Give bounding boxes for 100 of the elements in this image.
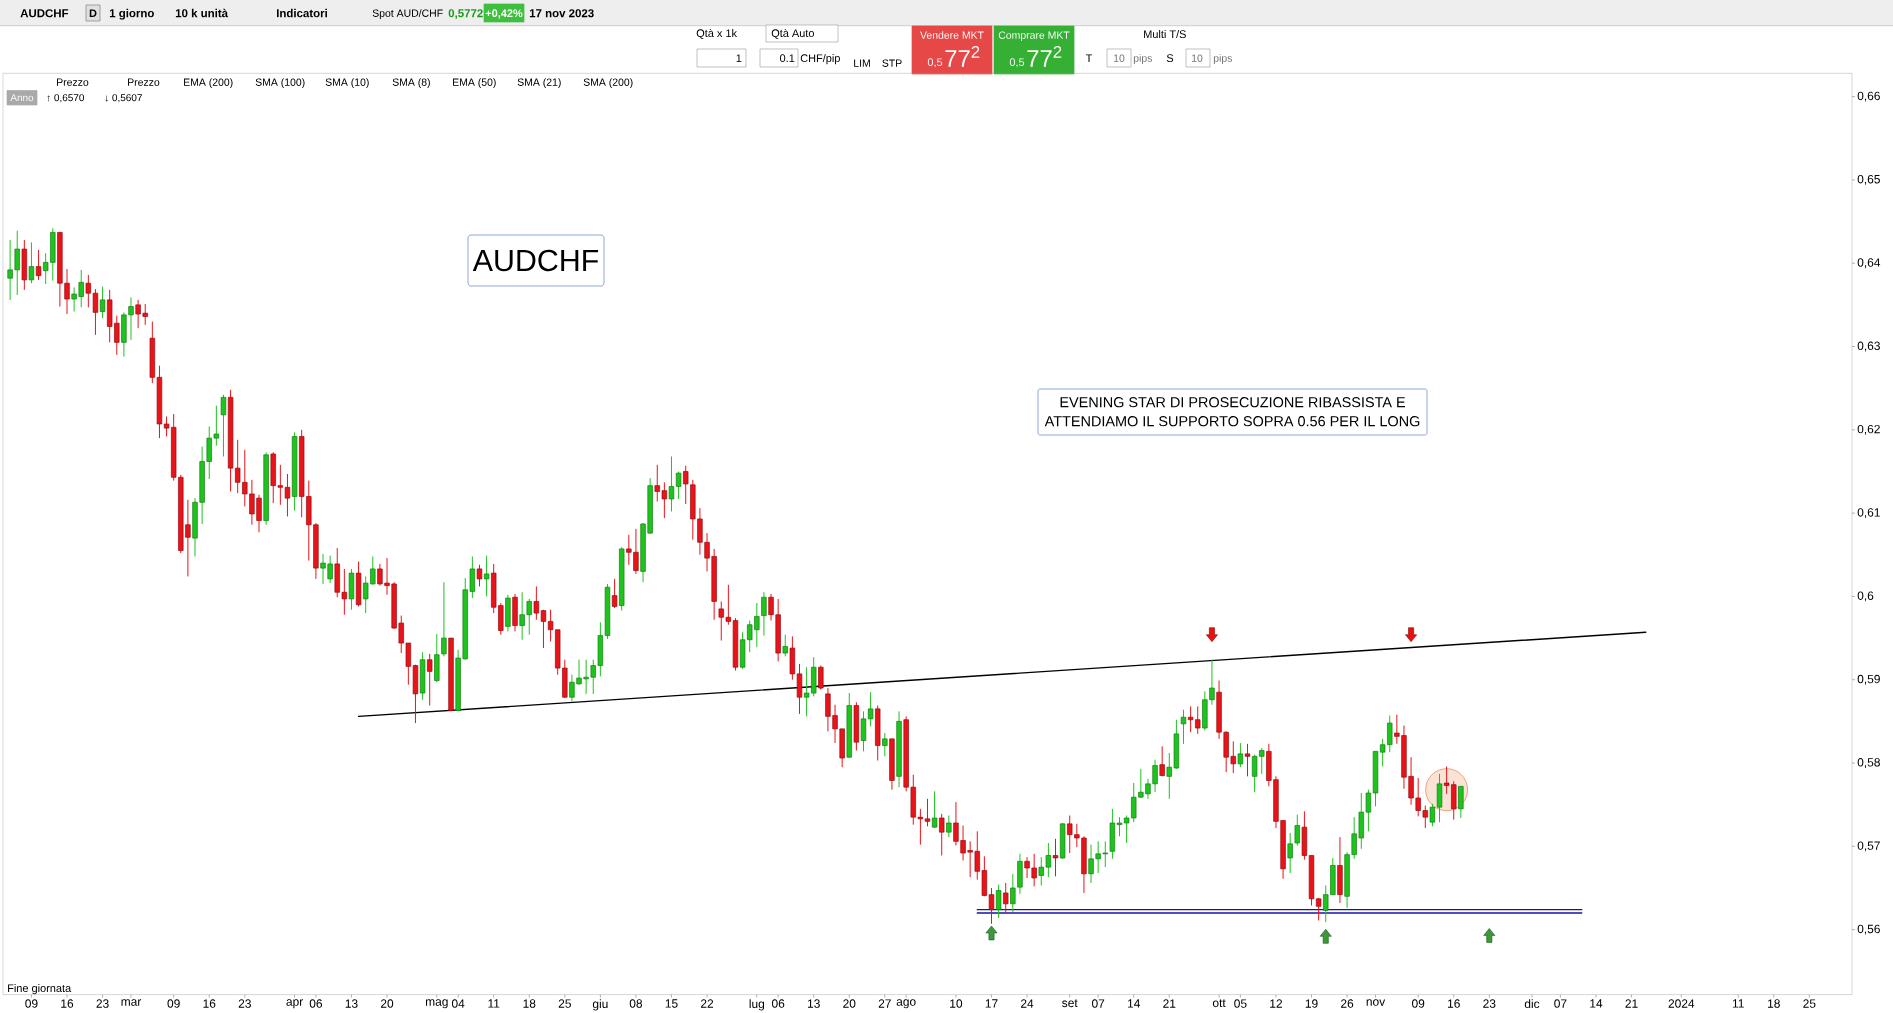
point	[1319, 928, 1332, 944]
x-tick-label: 14	[1590, 999, 1603, 1008]
y-tick-label: 0,56	[1857, 924, 1880, 935]
candlestick	[1436, 773, 1443, 823]
x-tick-label: 18	[523, 999, 536, 1008]
x-tick-label: 18	[1768, 999, 1780, 1008]
x-tick-label: 22	[700, 999, 714, 1008]
text: 77$^{2}$	[945, 45, 980, 67]
candlestick	[483, 555, 490, 597]
candlestick	[611, 578, 618, 609]
x-tick-label: ago	[896, 999, 916, 1009]
text: 10 k unità	[175, 8, 229, 18]
text: pips	[1213, 54, 1233, 64]
x-tick-label: 11	[1732, 999, 1744, 1008]
x-tick-label: 09	[25, 999, 38, 1008]
annotation: SMA (8)	[392, 78, 430, 88]
x-tick-label: set	[1062, 999, 1078, 1008]
y-tick-label: 0,58	[1857, 758, 1880, 768]
y-tick-label: 0,64	[1857, 258, 1881, 269]
x-tick-label: 26	[1341, 999, 1354, 1008]
candlestick	[867, 691, 874, 727]
text: Qtà Auto	[771, 28, 814, 40]
candlestick	[1429, 803, 1436, 827]
text: +0,42%	[485, 9, 523, 19]
text: 0,5	[1009, 58, 1025, 68]
annotation: ↑ 0,6570	[47, 94, 85, 103]
x-tick-label: 07	[1554, 999, 1567, 1008]
x-tick-label: 15	[665, 999, 678, 1008]
x-tick-label: dic	[1524, 999, 1540, 1009]
x-tick-label: 25	[1803, 999, 1816, 1008]
text: 10	[1191, 54, 1203, 62]
text: Vendere MKT	[920, 31, 984, 39]
candlestick	[1052, 838, 1059, 877]
annotation: ATTENDIAMO IL SUPPORTO SOPRA 0.56 PER IL LONG	[1044, 416, 1420, 427]
candlestick	[860, 710, 867, 752]
x-tick-label: 04	[451, 999, 465, 1008]
text: Multi T/S	[1144, 30, 1186, 39]
text: CHF/pip	[800, 54, 840, 65]
x-tick-label: mag	[425, 999, 448, 1009]
candlestick	[476, 564, 483, 587]
candlestick	[28, 241, 35, 284]
x-tick-label: 20	[380, 999, 394, 1008]
x-tick-label: apr	[286, 999, 304, 1009]
text: 17 nov 2023	[529, 9, 594, 18]
candlestick	[946, 815, 952, 838]
candlestick	[35, 249, 42, 281]
y-tick-label: 0,66	[1857, 91, 1880, 102]
x-tick-label: 13	[807, 999, 820, 1008]
x-tick-label: lug	[749, 999, 765, 1011]
text: 0.1	[780, 54, 795, 63]
text: 0,5772	[448, 9, 483, 19]
annotation: ↓ 0,5607	[105, 94, 142, 103]
x-tick-label: 09	[167, 999, 180, 1008]
x-tick-label: 14	[1127, 999, 1141, 1008]
annotation: Prezzo	[57, 78, 89, 86]
text: T	[1085, 54, 1093, 62]
y-tick-label: 0,63	[1857, 341, 1880, 352]
point	[1206, 627, 1218, 643]
x-tick-label: 20	[843, 999, 856, 1008]
x-tick-label: 25	[558, 999, 571, 1008]
x-tick-label: mar	[121, 999, 142, 1006]
candlestick	[220, 394, 227, 457]
text: 0,5	[927, 58, 943, 68]
x-tick-label: 21	[1163, 999, 1176, 1008]
text: Indicatori	[276, 8, 327, 18]
text: Comprare MKT	[998, 31, 1070, 41]
y-tick-label: 0,59	[1857, 674, 1880, 685]
candlestick	[1237, 742, 1244, 768]
x-tick-label: 27	[878, 999, 891, 1008]
text: pips	[1133, 54, 1153, 64]
x-tick-label: nov	[1366, 999, 1386, 1006]
x-tick-label: 17	[985, 999, 998, 1008]
candlestick	[426, 653, 433, 707]
x-tick-label: giu	[592, 999, 608, 1011]
y-tick-label: 0,61	[1857, 508, 1880, 519]
point	[1483, 928, 1496, 943]
text: D	[89, 9, 97, 17]
annotation: Anno	[10, 94, 34, 102]
x-tick-label: 13	[345, 999, 358, 1008]
x-tick-label: 09	[1412, 999, 1425, 1008]
y-tick-label: 0,6	[1857, 591, 1874, 602]
y-tick-label: 0,62	[1857, 424, 1880, 435]
x-tick-label: 06	[309, 999, 323, 1008]
candlestick	[1003, 882, 1009, 915]
point	[985, 925, 998, 941]
x-tick-label: 12	[1270, 999, 1282, 1008]
text: 10	[1113, 54, 1125, 62]
annotation: SMA (100)	[255, 78, 305, 88]
x-tick-label: 19	[1305, 999, 1318, 1008]
annotation: EMA (200)	[184, 78, 233, 88]
x-tick-label: 07	[1091, 999, 1105, 1008]
text: S	[1166, 54, 1174, 63]
y-tick-label: 0,57	[1857, 841, 1880, 852]
candlestick	[1180, 709, 1187, 745]
candlestick	[675, 470, 682, 500]
text: LIM	[854, 59, 870, 67]
x-tick-label: 16	[1448, 999, 1460, 1008]
candlestick	[782, 634, 788, 657]
text: STP	[882, 59, 902, 67]
candlestick	[761, 591, 767, 637]
